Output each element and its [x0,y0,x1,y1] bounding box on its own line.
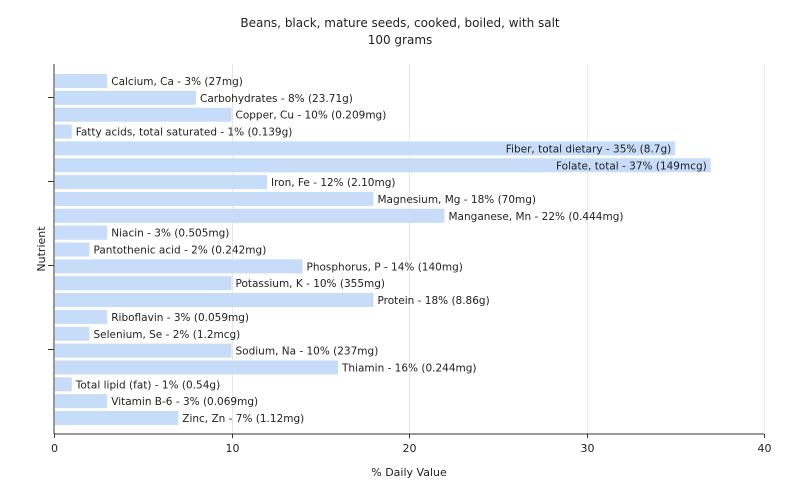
bar-label: Phosphorus, P - 14% (140mg) [307,261,463,273]
bar [55,411,179,425]
bar-label: Fiber, total dietary - 35% (8.7g) [506,143,671,155]
bar [55,309,108,324]
bar-label: Magnesium, Mg - 18% (70mg) [378,194,537,206]
bar-label: Total lipid (fat) - 1% (0.54g) [75,379,220,391]
bar [55,141,676,156]
x-tick-label: 0 [51,442,58,455]
chart-title: Beans, black, mature seeds, cooked, boil… [240,16,560,30]
bar-label: Thiamin - 16% (0.244mg) [341,362,477,374]
bar-label: Pantothenic acid - 2% (0.242mg) [94,245,267,257]
bar-label: Calcium, Ca - 3% (27mg) [111,76,243,88]
bar [55,175,267,190]
bar-label: Potassium, K - 10% (355mg) [236,278,386,290]
bar-label: Riboflavin - 3% (0.059mg) [111,312,249,324]
bar-label: Copper, Cu - 10% (0.209mg) [236,110,387,122]
bar-label: Sodium, Na - 10% (237mg) [236,346,379,358]
bar [55,259,303,274]
x-tick-label: 20 [403,442,417,455]
bar-labels: Calcium, Ca - 3% (27mg) Carbohydrates - 8… [75,76,707,425]
bar [55,326,90,341]
bar-label: Vitamin B-6 - 3% (0.069mg) [111,396,258,408]
bar-label: Selenium, Se - 2% (1.2mcg) [94,329,241,341]
bar [55,90,196,105]
x-axis-title: % Daily Value [371,466,447,479]
bar-label: Iron, Fe - 12% (2.10mg) [271,177,395,189]
bar-label: Carbohydrates - 8% (23.71g) [200,93,353,105]
bar [55,293,374,308]
chart-subtitle: 100 grams [368,33,433,47]
bar-label: Folate, total - 37% (149mcg) [556,160,707,172]
x-ticks: 0 10 20 30 40 [51,434,772,455]
bar [55,124,72,139]
bar [55,377,72,392]
bar [55,343,232,358]
bar [55,225,108,240]
bar-label: Protein - 18% (8.86g) [378,295,490,307]
bar [55,360,338,375]
y-ticks [48,97,54,350]
bar-label: Niacin - 3% (0.505mg) [111,228,229,240]
bar [55,394,108,409]
bar-label: Fatty acids, total saturated - 1% (0.139… [76,127,293,139]
y-axis-title: Nutrient [35,226,48,272]
bar [55,191,374,206]
bar [55,158,711,173]
x-tick-label: 10 [226,442,240,455]
bar [55,107,232,122]
x-tick-label: 30 [581,442,595,455]
bar [55,276,232,291]
bar [55,242,90,257]
bar-label: Zinc, Zn - 7% (1.12mg) [182,413,304,425]
x-tick-label: 40 [758,442,772,455]
bar-label: Manganese, Mn - 22% (0.444mg) [449,211,624,223]
bars [55,74,711,425]
bar [55,74,108,88]
bar [55,208,445,223]
